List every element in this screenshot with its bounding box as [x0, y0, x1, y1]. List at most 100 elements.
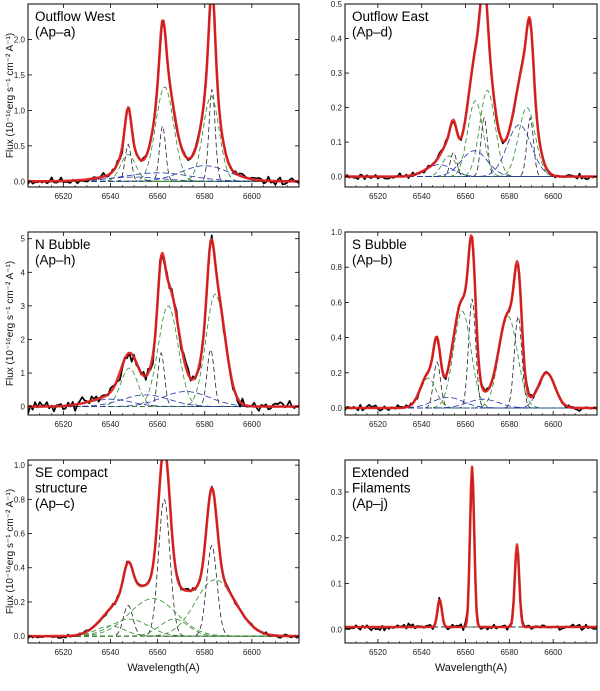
narrow-component-line	[345, 151, 597, 177]
y-tick-label: 0.8	[331, 263, 343, 272]
broad-component-line	[28, 293, 299, 407]
panel-title-line: Outflow East	[352, 9, 429, 24]
broad-component-line	[345, 89, 597, 177]
x-tick-label: 6540	[102, 192, 120, 201]
narrow-component-line	[28, 544, 299, 637]
y-tick-label: 0.1	[331, 580, 343, 589]
broad-component-line	[28, 625, 299, 637]
y-tick-label: 5	[21, 235, 26, 244]
plot-frame	[27, 3, 300, 188]
y-tick-label: 0.5	[331, 0, 343, 9]
x-tick-label: 6560	[457, 420, 475, 429]
x-tick-label: 6600	[544, 192, 562, 201]
total-fit-line	[345, 234, 597, 410]
panel-title: N Bubble (Ap–h)	[35, 237, 91, 268]
x-tick-label: 6540	[413, 648, 431, 657]
narrow-component-line	[28, 89, 299, 182]
x-tick-label: 6520	[54, 192, 72, 201]
panel-title-line: (Ap–d)	[352, 25, 393, 40]
narrow-component-line	[28, 499, 299, 637]
broad-component-line	[345, 310, 597, 409]
y-tick-label: 0.4	[331, 35, 343, 44]
x-axis-label: Wavelength(A)	[435, 662, 507, 674]
y-tick-label: 0.0	[14, 632, 26, 641]
panel-title: SE compact structure (Ap–c)	[35, 465, 108, 511]
x-tick-label: 6580	[500, 648, 518, 657]
plot-frame	[344, 3, 598, 188]
y-tick-label: 2	[21, 335, 26, 344]
plot-area	[345, 4, 597, 181]
y-tick-label: 0.6	[14, 530, 26, 539]
y-tick-label: 1.5	[14, 71, 26, 80]
narrow-component-line	[345, 544, 597, 628]
x-tick-label: 6580	[500, 192, 518, 201]
panel-title-line: (Ap–c)	[35, 496, 75, 511]
y-tick-label: 0.0	[331, 173, 343, 182]
y-axis-label: Flux (10⁻¹⁶erg s⁻¹ cm⁻² A⁻¹)	[5, 489, 16, 614]
plot-area	[28, 234, 299, 414]
narrow-component-line	[345, 298, 597, 409]
panel-title-line: (Ap–b)	[352, 253, 393, 268]
x-tick-label: 6580	[500, 420, 518, 429]
x-tick-label: 6600	[243, 420, 261, 429]
x-tick-label: 6540	[102, 648, 120, 657]
panel-title-line: N Bubble	[35, 237, 91, 252]
broad-component-line	[345, 377, 597, 409]
broad-component-line	[28, 305, 299, 407]
broad-component-line	[28, 367, 299, 407]
x-tick-label: 6560	[457, 192, 475, 201]
broad-component-line	[345, 155, 597, 177]
panel-title-line: (Ap–h)	[35, 253, 76, 268]
panel-title-line: SE compact	[35, 465, 108, 480]
wide-component-line	[345, 164, 597, 177]
y-tick-label: 4	[21, 268, 26, 277]
spectrum-panel-2: 6520 6540 6560 6580 6600 0.0 0.1 0.2 0.3 0.4 0.5 Ou…	[331, 0, 598, 201]
x-tick-label: 6560	[149, 420, 167, 429]
y-tick-label: 0.0	[14, 177, 26, 186]
y-tick-label: 0.2	[14, 598, 26, 607]
plot-area	[345, 465, 597, 632]
broad-component-line	[28, 95, 299, 182]
plot-frame	[27, 459, 300, 644]
total-fit-line	[28, 460, 299, 638]
x-tick-label: 6540	[413, 420, 431, 429]
panel-title-line: Filaments	[352, 481, 411, 496]
wide-component-line	[345, 398, 597, 409]
plot-frame	[344, 231, 598, 416]
y-tick-label: 0.2	[331, 104, 343, 113]
narrow-component-line	[28, 143, 299, 182]
y-tick-label: 0.0	[331, 625, 343, 634]
wide-component-line	[345, 150, 597, 177]
y-tick-label: 0.3	[331, 69, 343, 78]
narrow-component-line	[345, 599, 597, 628]
broad-component-line	[345, 107, 597, 177]
x-tick-label: 6580	[196, 420, 214, 429]
panel-title-line: (Ap–a)	[35, 25, 76, 40]
plot-area	[345, 234, 597, 412]
panel-title-line: Extended	[352, 465, 409, 480]
y-tick-label: 0.5	[14, 142, 26, 151]
y-axis-label: Flux (10⁻¹⁶erg s⁻¹ cm⁻² A⁻¹)	[5, 261, 16, 386]
y-tick-label: 1.0	[331, 228, 343, 237]
broad-component-line	[28, 618, 299, 637]
y-tick-label: 0.1	[331, 138, 343, 147]
spectrum-panel-3: 6520 6540 6560 6580 6600 0 1 2 3 4 5 N Bubble (Ap–h)…	[5, 231, 300, 429]
plot-area	[28, 4, 299, 186]
x-tick-label: 6560	[149, 648, 167, 657]
x-tick-label: 6600	[243, 192, 261, 201]
total-fit-line	[345, 4, 597, 178]
y-tick-label: 0.0	[331, 404, 343, 413]
x-tick-label: 6600	[544, 648, 562, 657]
x-tick-label: 6580	[196, 648, 214, 657]
panel-title: Outflow East (Ap–d)	[352, 9, 429, 40]
panel-title-line: S Bubble	[352, 237, 407, 252]
x-tick-label: 6520	[369, 192, 387, 201]
broad-component-line	[345, 100, 597, 177]
spectrum-panel-1: 6520 6540 6560 6580 6600 0.0 0.5 1.0 1.5 2.0 Outfl…	[5, 3, 300, 201]
panel-title-line: structure	[35, 481, 88, 496]
narrow-component-line	[28, 351, 299, 407]
spectrum-panel-5: 6520 6540 6560 6580 6600 0.0 0.2 0.4 0.6 0.8 1.0 SE…	[5, 459, 300, 674]
spectrum-panel-4: 6520 6540 6560 6580 6600 0.0 0.2 0.4 0.6 0.8 1.0 S …	[331, 228, 598, 429]
x-tick-label: 6560	[149, 192, 167, 201]
